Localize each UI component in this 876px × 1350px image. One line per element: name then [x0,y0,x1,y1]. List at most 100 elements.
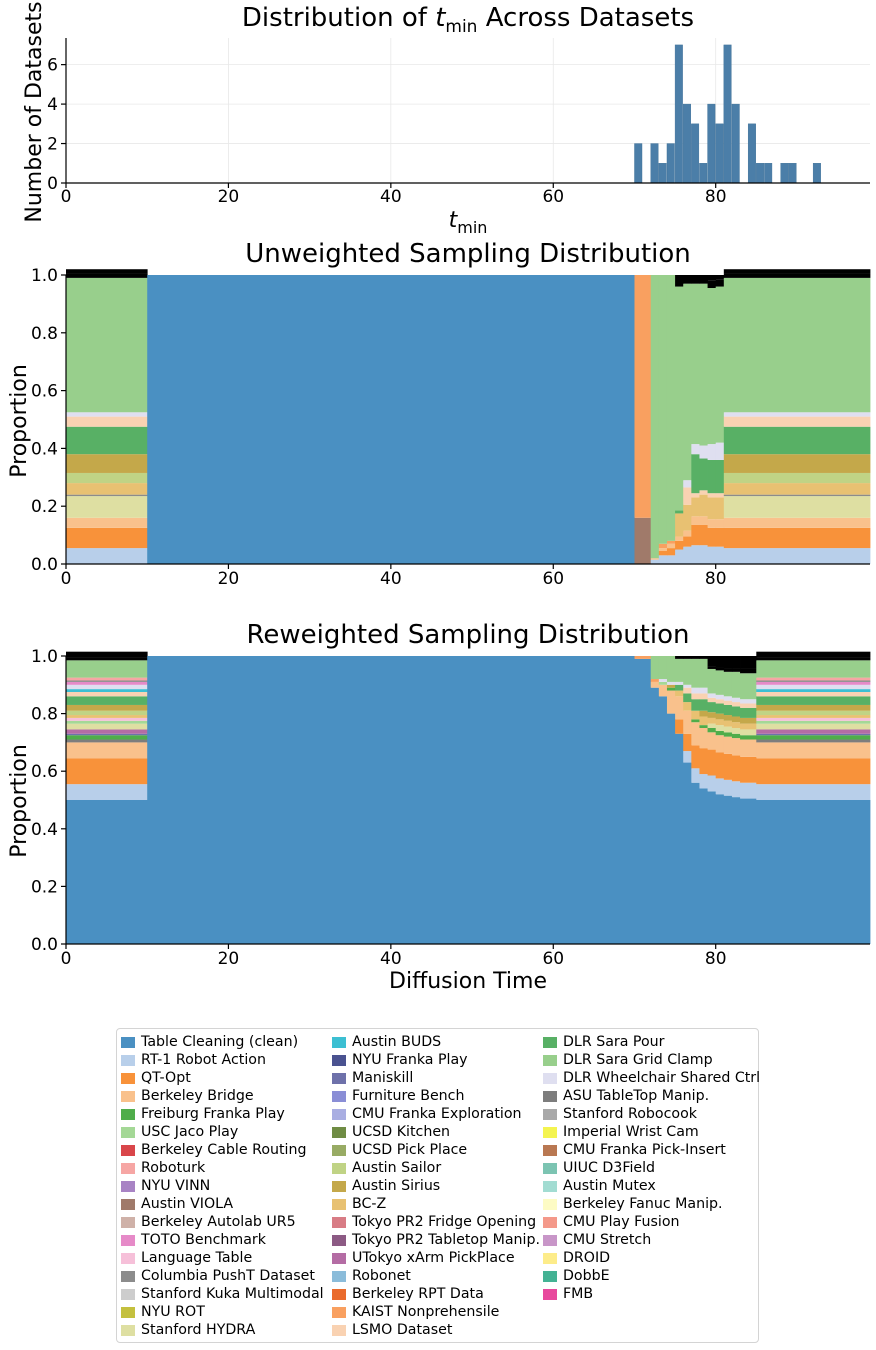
legend-swatch [332,1306,346,1318]
y-tick-label: 4 [47,95,58,115]
legend-item: Berkeley Cable Routing [121,1141,324,1159]
stack-segment [715,703,725,714]
histogram-y-axis-label: Number of Datasets [22,1,47,222]
stack-segment [731,738,741,756]
stack-segment [66,472,148,484]
legend-label: Freiburg Franka Play [141,1106,285,1122]
legend-swatch [121,1198,135,1210]
stack-segment [699,445,708,459]
stack-segment [707,497,717,520]
stack-segment [715,546,725,564]
stack-segment [66,696,148,705]
stack-segment [723,548,871,564]
y-tick-label: 0.4 [31,439,58,459]
stack-segment [756,735,871,740]
legend-swatch [332,1108,346,1120]
legend-swatch [121,1216,135,1228]
stack-segment [707,717,717,724]
stack-segment [634,658,652,944]
legend-swatch [543,1216,557,1228]
stack-segment [66,496,148,518]
legend-column-3: DLR Sara Pour DLR Sara Grid Clamp DLR Whee… [543,1033,760,1303]
legend-label: CMU Franka Exploration [352,1106,522,1122]
stack-segment [66,717,148,721]
legend-item: DLR Sara Grid Clamp [543,1051,760,1069]
stack-segment [756,689,871,692]
stack-segment [723,700,733,705]
legend-item: ASU TableTop Manip. [543,1087,760,1105]
stack-segment [740,656,757,669]
stack-segment [691,693,700,700]
stack-segment [731,781,741,798]
stack-segment [666,275,676,541]
legend-label: Berkeley Fanuc Manip. [563,1196,723,1212]
stack-segment [66,800,148,944]
x-tick-label: 0 [61,187,72,207]
stack-segment [66,416,148,427]
stack-segment [699,494,708,517]
stack-segment [66,684,148,690]
stack-segment [699,774,708,789]
legend-item: Berkeley Bridge [121,1087,324,1105]
x-tick-label: 60 [542,187,564,207]
stack-segment [66,269,148,274]
stack-segment [675,656,684,659]
legend-label: ASU TableTop Manip. [563,1088,710,1104]
stack-segment [666,687,676,691]
stack-segment [707,775,717,792]
stack-segment [66,657,148,661]
stack-segment [715,279,725,287]
y-tick-label: 0 [47,174,58,194]
legend-label: QT-Opt [141,1070,191,1086]
legend-label: UIUC D3Field [563,1160,656,1176]
stack-segment [723,454,871,473]
stack-segment [691,710,700,720]
stack-segment [756,784,871,800]
x-tick-label: 60 [542,949,564,969]
stack-segment [740,729,757,736]
y-tick-label: 0.8 [31,705,58,725]
x-tick-label: 40 [380,569,402,589]
legend-swatch [332,1180,346,1192]
stack-segment [691,283,700,445]
legend-item: Stanford HYDRA [121,1321,324,1339]
legend-item: UTokyo xArm PickPlace [332,1249,540,1267]
stack-segment [66,454,148,473]
histogram-bar [683,103,691,184]
stack-segment [699,524,708,546]
stack-segment [66,689,148,692]
legend-swatch [543,1090,557,1102]
legend-item: Austin Sailor [332,1159,540,1177]
stack-segment [756,692,871,697]
stack-segment [715,519,725,528]
stack-segment [756,733,871,736]
stack-segment [740,735,757,740]
stack-segment [715,735,725,753]
legend-swatch [543,1162,557,1174]
legend-item: QT-Opt [121,1069,324,1087]
stack-segment [147,656,635,944]
legend-swatch [543,1270,557,1282]
histogram-bar [666,143,675,184]
legend-item: CMU Franka Pick-Insert [543,1141,760,1159]
stack-segment [658,275,668,544]
legend-swatch [121,1072,135,1084]
legend-swatch [332,1162,346,1174]
stack-segment [691,719,700,723]
stack-segment [683,656,692,659]
stack-segment [756,704,871,711]
histogram-x-axis-label: tmin [449,208,488,237]
stack-segment [723,720,733,727]
stack-segment [66,273,148,278]
legend-swatch [332,1216,346,1228]
stack-segment [756,657,871,661]
stack-segment [691,516,700,525]
legend-label: DLR Sara Pour [563,1034,665,1050]
stack-segment [691,656,700,659]
y-tick-label: 0.6 [31,382,58,402]
stack-segment [691,722,700,746]
legend-item: UCSD Kitchen [332,1123,540,1141]
stack-segment [658,684,668,697]
legend-label: Berkeley Autolab UR5 [141,1214,296,1230]
histogram-bar [723,44,732,184]
